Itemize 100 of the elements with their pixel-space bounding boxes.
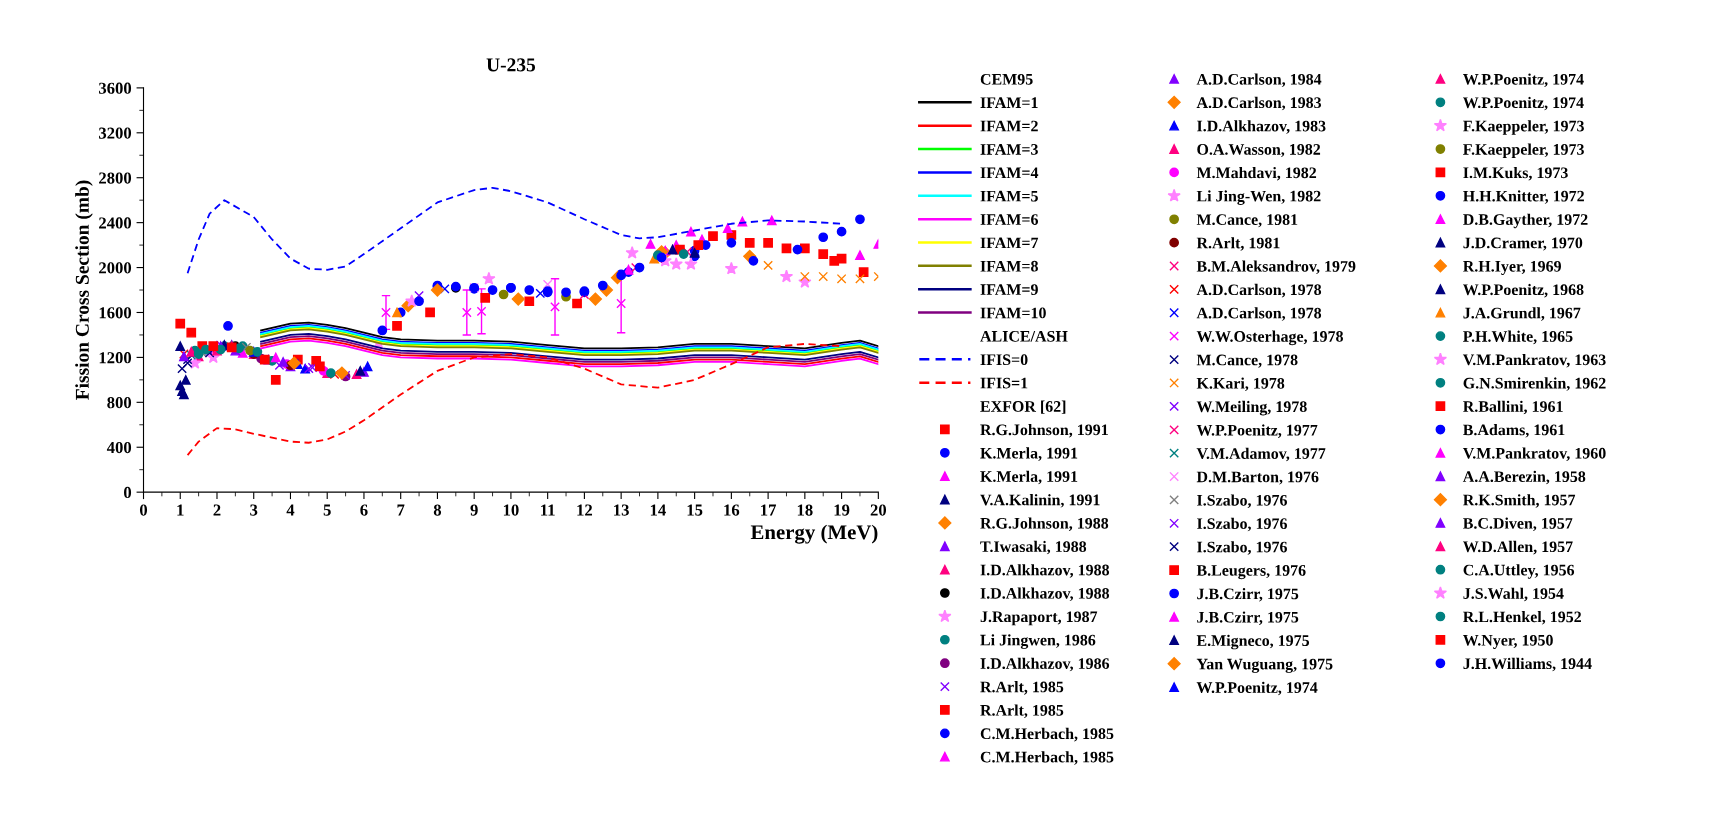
- legend-label: K.Merla, 1991: [980, 470, 1078, 485]
- legend-label: IFIS=1: [980, 377, 1028, 389]
- legend-label: I.Szabo, 1976: [1197, 494, 1287, 508]
- legend-label: D.M.Barton, 1976: [1196, 471, 1319, 485]
- x-tick-label: 20: [870, 504, 887, 516]
- legend-label: J.Rapaport, 1987: [980, 611, 1098, 626]
- legend-label: C.M.Herbach, 1985: [980, 727, 1114, 742]
- legend-label: V.M.Pankratov, 1963: [1462, 353, 1606, 368]
- x-tick-label: 11: [541, 504, 555, 516]
- legend-label: A.D.Carlson, 1983: [1196, 96, 1322, 111]
- y-tick-label: 2400: [99, 217, 132, 229]
- legend-label: C.A.Uttley, 1956: [1463, 564, 1575, 579]
- x-tick-label: 1: [177, 504, 184, 516]
- legend-label: W.P.Poenitz, 1974: [1462, 96, 1584, 111]
- legend-label: K.Merla, 1991: [980, 447, 1078, 461]
- legend-label: M.Mahdavi, 1982: [1196, 166, 1317, 181]
- legend-label: R.H.Iyer, 1969: [1463, 260, 1561, 275]
- x-tick-label: 0: [139, 504, 148, 516]
- legend-label: I.M.Kuks, 1973: [1463, 166, 1568, 181]
- x-tick-label: 7: [397, 504, 405, 516]
- legend-label: B.C.Diven, 1957: [1463, 517, 1573, 532]
- legend-label: W.W.Osterhage, 1978: [1196, 330, 1343, 346]
- x-tick-label: 2: [213, 504, 221, 516]
- y-tick-label: 1600: [99, 307, 132, 319]
- legend-label: W.P.Poenitz, 1968: [1462, 283, 1584, 298]
- legend-label: IFAM=2: [980, 120, 1038, 132]
- x-tick-label: 19: [834, 504, 850, 516]
- x-tick-label: 17: [761, 504, 777, 516]
- legend-label: R.Arlt, 1981: [1196, 237, 1280, 251]
- legend-label: IFAM=1: [980, 97, 1038, 108]
- x-tick-label: 9: [470, 504, 478, 516]
- legend-label: W.P.Poenitz, 1974: [1462, 73, 1584, 87]
- legend-label: J.H.Williams, 1944: [1463, 657, 1592, 672]
- legend-label: A.A.Berezin, 1958: [1462, 470, 1586, 485]
- legend-label: R.Arlt, 1985: [980, 704, 1064, 719]
- x-tick-label: 14: [650, 504, 666, 516]
- legend-label: V.A.Kalinin, 1991: [980, 494, 1100, 508]
- legend-label: IFAM=9: [980, 284, 1038, 295]
- x-tick-label: 8: [433, 504, 442, 516]
- legend-label: W.P.Poenitz, 1977: [1196, 424, 1318, 438]
- legend-label: R.G.Johnson, 1988: [980, 517, 1109, 531]
- text: CEM95: [980, 73, 1033, 85]
- legend-label: A.D.Carlson, 1978: [1196, 307, 1322, 321]
- legend-label: R.Arlt, 1985: [980, 681, 1064, 695]
- legend-label: I.Szabo, 1976: [1197, 517, 1287, 532]
- legend-label: T.Iwasaki, 1988: [980, 540, 1087, 555]
- legend-label: K.Kari, 1978: [1196, 377, 1285, 392]
- legend-label: I.D.Alkhazov, 1988: [980, 564, 1110, 578]
- legend-label: R.G.Johnson, 1991: [980, 423, 1108, 438]
- y-tick-label: 3200: [99, 127, 132, 139]
- x-tick-label: 15: [687, 504, 703, 516]
- legend-label: A.D.Carlson, 1978: [1196, 283, 1322, 298]
- x-tick-label: 16: [724, 504, 740, 516]
- y-tick-label: 3600: [99, 82, 132, 94]
- legend-label: M.Cance, 1978: [1196, 354, 1298, 368]
- legend-label: C.M.Herbach, 1985: [980, 751, 1114, 765]
- y-tick-label: 1200: [99, 352, 132, 364]
- legend-label: F.Kaeppeler, 1973: [1463, 143, 1584, 159]
- legend-label: E.Migneco, 1975: [1196, 634, 1310, 650]
- chart-title: U-235: [486, 58, 536, 72]
- legend-label: W.D.Allen, 1957: [1462, 540, 1573, 555]
- x-tick-label: 3: [250, 504, 258, 516]
- legend-label: W.P.Poenitz, 1974: [1196, 681, 1318, 696]
- x-axis-title: Energy (MeV): [750, 524, 878, 544]
- legend-label: A.D.Carlson, 1984: [1196, 73, 1322, 87]
- legend-label: R.L.Henkel, 1952: [1463, 611, 1581, 625]
- legend-label: J.D.Cramer, 1970: [1463, 237, 1583, 251]
- legend-label: P.H.White, 1965: [1463, 330, 1573, 345]
- legend-label: W.Nyer, 1950: [1462, 634, 1553, 649]
- legend-label: J.B.Czirr, 1975: [1197, 588, 1299, 602]
- legend-label: R.Ballini, 1961: [1463, 400, 1563, 415]
- legend-label: H.H.Knitter, 1972: [1463, 190, 1584, 204]
- y-tick-label: 800: [107, 397, 132, 409]
- x-tick-label: 13: [614, 504, 629, 516]
- legend-label: V.M.Pankratov, 1960: [1462, 447, 1606, 461]
- x-tick-label: 12: [577, 504, 593, 516]
- legend-label: J.A.Grundl, 1967: [1463, 307, 1581, 321]
- legend-label: IFAM=3: [980, 144, 1038, 155]
- legend-label: D.B.Gayther, 1972: [1463, 213, 1588, 229]
- legend-label: J.S.Wahl, 1954: [1463, 587, 1564, 602]
- y-axis-title: Fission Cross Section (mb): [75, 180, 93, 400]
- text: EXFOR [62]: [980, 400, 1066, 414]
- y-tick-label: 400: [106, 441, 132, 454]
- legend-label: IFAM=4: [980, 167, 1039, 178]
- legend-label: IFAM=5: [980, 190, 1038, 202]
- legend-label: B.M.Aleksandrov, 1979: [1196, 260, 1356, 275]
- legend-label: IFAM=6: [980, 214, 1039, 225]
- legend-label: I.Szabo, 1976: [1197, 541, 1287, 555]
- y-tick-label: 0: [124, 486, 132, 499]
- legend-label: Yan Wuguang, 1975: [1196, 658, 1333, 673]
- y-tick-label: 2800: [99, 172, 132, 184]
- legend-label: IFAM=7: [980, 237, 1039, 249]
- legend-label: M.Cance, 1981: [1196, 214, 1298, 228]
- legend-label: W.Meiling, 1978: [1196, 400, 1307, 416]
- legend-label: B.Adams, 1961: [1463, 424, 1565, 438]
- legend-label: R.K.Smith, 1957: [1463, 494, 1576, 508]
- text: ALICE/ASH: [980, 330, 1068, 342]
- legend-label: G.N.Smirenkin, 1962: [1463, 377, 1606, 391]
- x-tick-label: 18: [797, 504, 813, 516]
- legend-label: IFAM=8: [980, 260, 1038, 272]
